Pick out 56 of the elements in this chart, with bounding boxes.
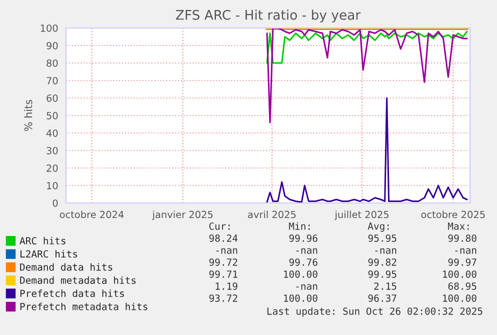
text: Min:: [289, 222, 310, 230]
text: Avg:: [368, 222, 389, 232]
text: 95.95: [368, 234, 396, 242]
text: 100.00: [284, 294, 318, 302]
line-series: [266, 30, 468, 64]
y-tick-label: 40: [46, 129, 58, 137]
y-tick-label: 60: [46, 94, 58, 102]
y-tick-label: 50: [46, 112, 58, 120]
text: -nan: [296, 284, 318, 290]
text: -nan: [375, 248, 396, 254]
text: 99.96: [289, 234, 318, 242]
text: 99.95: [368, 270, 396, 278]
text: Last update: Sun Oct 26 02:00:32 2025: [267, 307, 482, 317]
text: 99.71: [209, 270, 238, 278]
y-tick-label: 100: [40, 24, 58, 32]
x-tick-label: juillet 2025: [334, 210, 389, 220]
x-tick-label: avril 2025: [248, 210, 296, 218]
text: 99.97: [448, 258, 476, 266]
legend-label: ARC hits: [20, 236, 66, 244]
legend-label: Prefetch metadata hits: [20, 302, 148, 310]
text: 100.00: [284, 270, 318, 278]
legend-label: Prefetch data hits: [20, 290, 124, 298]
text: Max:: [448, 222, 469, 230]
text: 99.72: [209, 258, 238, 266]
y-axis-title: % hits: [24, 100, 32, 132]
text: 100.00: [443, 270, 476, 278]
y-tick-label: 70: [46, 76, 58, 84]
y-tick-label: 80: [46, 59, 58, 67]
y-tick-label: 30: [46, 146, 58, 154]
x-tick-label: octobre 2025: [421, 210, 485, 218]
y-tick-label: 10: [47, 182, 58, 190]
x-tick-label: octobre 2024: [60, 210, 124, 218]
text: 96.37: [368, 294, 396, 302]
text: 93.72: [209, 294, 238, 302]
text: -nan: [296, 248, 318, 254]
legend-label: L2ARC hits: [20, 250, 78, 258]
line-series: [266, 97, 468, 203]
text: Cur:: [209, 222, 230, 230]
chart-title: ZFS ARC - Hit ratio - by year: [176, 10, 361, 22]
text: -nan: [455, 248, 476, 254]
line-series: [266, 28, 468, 124]
text: -nan: [216, 248, 238, 254]
x-tick-label: janvier 2025: [152, 210, 213, 220]
legend-label: Demand metadata hits: [20, 276, 136, 284]
text: 1.19: [216, 282, 238, 290]
text: 68.95: [448, 282, 476, 290]
y-tick-label: 0: [52, 199, 58, 207]
text: 98.24: [209, 234, 238, 242]
text: 2.15: [374, 282, 396, 290]
y-tick-label: 90: [46, 42, 58, 50]
text: 99.82: [368, 258, 396, 266]
legend-label: Demand data hits: [20, 263, 112, 271]
text: 99.76: [289, 258, 318, 266]
text: 100.00: [443, 294, 476, 302]
y-tick-label: 20: [46, 164, 58, 172]
text: 99.80: [448, 234, 476, 242]
